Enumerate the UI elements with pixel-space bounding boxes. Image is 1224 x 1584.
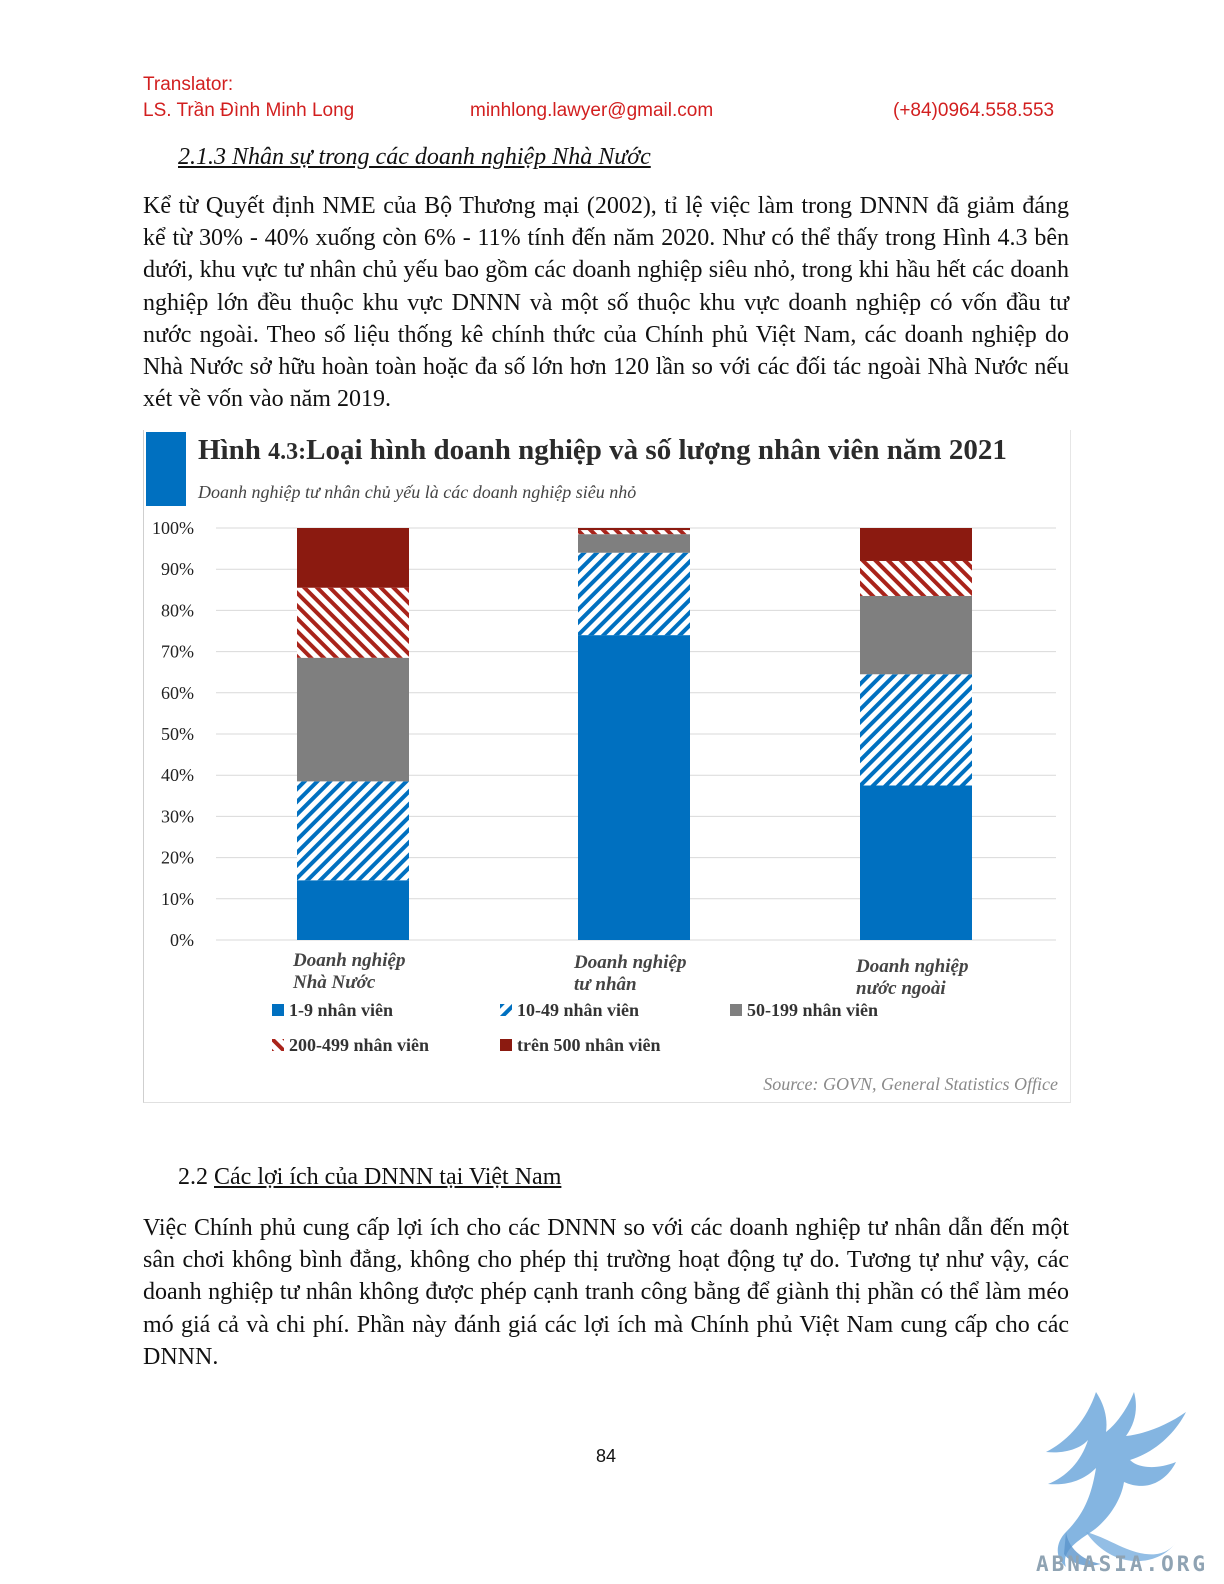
translator-phone: (+84)0964.558.553 (893, 100, 1055, 121)
figure-title: Hình 4.3:Loại hình doanh nghiệp và số lư… (198, 434, 1007, 467)
bar-segment (860, 785, 972, 940)
x-category-label: Doanh nghiệp (855, 956, 968, 977)
x-category-label: Doanh nghiệp (573, 952, 686, 973)
bar-segment (578, 530, 690, 535)
bar-segment (297, 587, 409, 658)
bar-segment (297, 781, 409, 881)
bar-segment (578, 552, 690, 636)
griffin-logo-icon (1046, 1392, 1186, 1567)
bar-segment (860, 674, 972, 786)
page-number: 84 (595, 1446, 617, 1466)
legend-label: 10-49 nhân viên (517, 1000, 639, 1020)
x-category-label: tư nhân (574, 974, 637, 995)
y-tick-label: 60% (161, 683, 194, 703)
legend-swatch (272, 1039, 284, 1051)
x-category-label: nước ngoài (856, 978, 946, 999)
legend-label: trên 500 nhân viên (517, 1035, 661, 1055)
figure-accent-bar (146, 432, 186, 506)
legend-swatch (272, 1004, 284, 1016)
logo-text: ABNASIA.ORG (1036, 1552, 1209, 1576)
y-tick-label: 20% (161, 848, 194, 868)
y-tick-label: 90% (161, 559, 194, 579)
bar-segment (578, 534, 690, 553)
bar-segment (297, 880, 409, 940)
bar-segment (860, 595, 972, 675)
y-tick-label: 100% (152, 518, 194, 538)
figure-title-prefix: Hình (198, 434, 261, 466)
translator-email: minhlong.lawyer@gmail.com (470, 100, 714, 121)
bar-segment (297, 657, 409, 782)
figure-chart: Hình 4.3:Loại hình doanh nghiệp và số lư… (143, 430, 1071, 1103)
y-tick-label: 30% (161, 806, 194, 826)
y-tick-label: 10% (161, 889, 194, 909)
legend-label: 200-499 nhân viên (289, 1035, 429, 1055)
bar-segment (578, 528, 690, 531)
bar-segment (297, 528, 409, 588)
y-tick-label: 50% (161, 724, 194, 744)
y-tick-label: 80% (161, 600, 194, 620)
y-tick-label: 70% (161, 642, 194, 662)
figure-subtitle: Doanh nghiệp tư nhân chủ yếu là các doan… (198, 482, 637, 502)
bar-segment (860, 528, 972, 561)
section-2-number: 2.2 (178, 1164, 208, 1190)
section-2-heading: 2.2 Các lợi ích của DNNN tại Việt Nam (178, 1164, 561, 1191)
bar-segment (860, 560, 972, 596)
body-paragraph: Kể từ Quyết định NME của Bộ Thương mại (… (143, 193, 1069, 413)
body-paragraph-2: Việc Chính phủ cung cấp lợi ích cho các … (143, 1215, 1069, 1370)
figure-source: Source: GOVN, General Statistics Office (763, 1074, 1058, 1094)
y-tick-label: 0% (170, 930, 194, 950)
translator-name: LS. Trần Đình Minh Long (143, 100, 355, 121)
figure-title-number: 4.3: (268, 439, 307, 465)
bar-segment (578, 635, 690, 940)
legend-swatch (730, 1004, 742, 1016)
y-tick-label: 40% (161, 765, 194, 785)
x-category-label: Doanh nghiệp (292, 950, 405, 971)
legend-label: 1-9 nhân viên (289, 1000, 393, 1020)
section-title: 2.1.3 Nhân sự trong các doanh nghiệp Nhà… (178, 144, 651, 170)
legend-swatch (500, 1004, 512, 1016)
figure-title-text: Loại hình doanh nghiệp và số lượng nhân … (306, 434, 1007, 466)
stacked-bar-chart: 0% 10% 20% 30% 40% 50% 60% 70% 80% 90% 100% Doanh n… (152, 518, 1056, 1055)
section-2-title: Các lợi ích của DNNN tại Việt Nam (214, 1164, 562, 1190)
legend-label: 50-199 nhân viên (747, 1000, 878, 1020)
translator-label: Translator: (143, 74, 234, 95)
x-category-label: Nhà Nước (292, 972, 376, 993)
legend-swatch (500, 1039, 512, 1051)
